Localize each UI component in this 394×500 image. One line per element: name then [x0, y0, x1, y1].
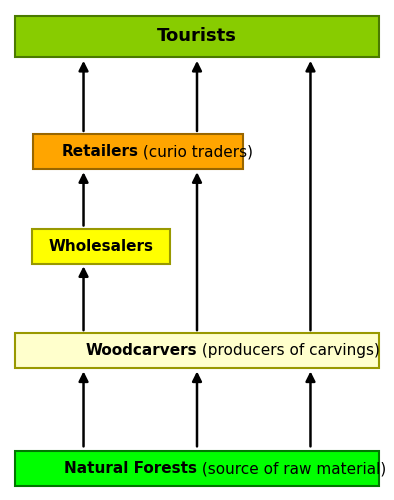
- Bar: [15, 334, 379, 368]
- Bar: [15, 452, 379, 486]
- Text: (producers of carvings): (producers of carvings): [197, 344, 380, 358]
- Text: (source of raw material): (source of raw material): [197, 462, 386, 476]
- Bar: [33, 134, 243, 169]
- Text: Retailers: Retailers: [61, 144, 138, 159]
- Bar: [32, 228, 169, 264]
- Text: (curio traders): (curio traders): [138, 144, 253, 159]
- Text: Woodcarvers: Woodcarvers: [85, 344, 197, 358]
- Text: Tourists: Tourists: [157, 28, 237, 46]
- Text: Wholesalers: Wholesalers: [48, 238, 153, 254]
- Bar: [15, 16, 379, 57]
- Text: Natural Forests: Natural Forests: [64, 462, 197, 476]
